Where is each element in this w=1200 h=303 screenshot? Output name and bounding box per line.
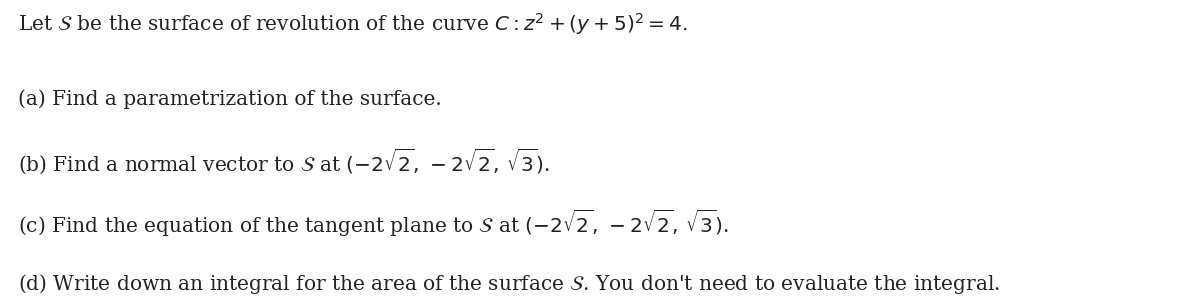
Text: (b) Find a normal vector to $\mathcal{S}$ at $(-2\sqrt{2},\, -2\sqrt{2},\, \sqrt: (b) Find a normal vector to $\mathcal{S}… bbox=[18, 146, 550, 175]
Text: Let $\mathcal{S}$ be the surface of revolution of the curve $C : z^2 + (y+5)^2 =: Let $\mathcal{S}$ be the surface of revo… bbox=[18, 12, 688, 37]
Text: (c) Find the equation of the tangent plane to $\mathcal{S}$ at $(-2\sqrt{2},\, -: (c) Find the equation of the tangent pla… bbox=[18, 207, 730, 238]
Text: (d) Write down an integral for the area of the surface $\mathcal{S}$. You don't : (d) Write down an integral for the area … bbox=[18, 271, 1001, 296]
Text: (a) Find a parametrization of the surface.: (a) Find a parametrization of the surfac… bbox=[18, 90, 442, 109]
